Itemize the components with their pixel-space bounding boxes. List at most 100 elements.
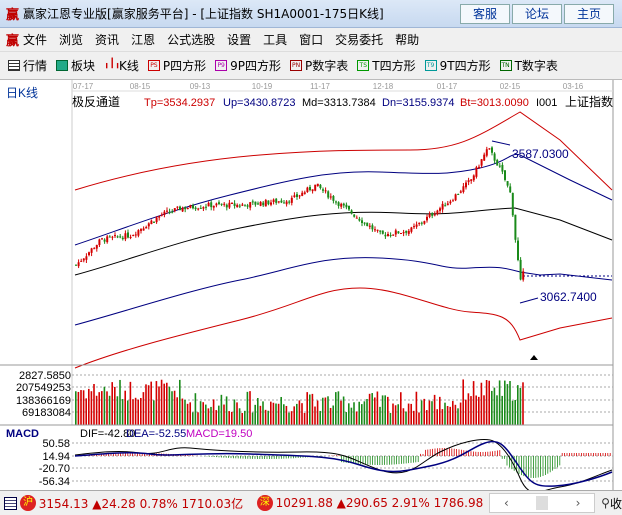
candle xyxy=(470,179,473,181)
candle xyxy=(366,222,369,226)
volume-bar xyxy=(322,397,324,425)
dea-value: DEA=-52.55 xyxy=(126,428,186,440)
scroll-right-icon[interactable]: › xyxy=(575,496,581,510)
shenzhen-index[interactable]: 10291.88 ▲290.65 2.91% 1786.98 xyxy=(275,496,484,510)
calendar-icon[interactable] xyxy=(3,496,18,510)
volume-axis-label: 69183084 xyxy=(22,407,71,419)
scroll-thumb[interactable] xyxy=(536,496,549,510)
volume-bar xyxy=(238,408,241,425)
volume-bar xyxy=(179,379,181,425)
candle xyxy=(176,206,179,208)
9t-square-label: 9T四方形 xyxy=(439,59,491,73)
candle xyxy=(101,238,103,240)
candle xyxy=(98,239,101,246)
sector-label: 板块 xyxy=(71,59,96,73)
menu-formula[interactable]: 公式选股 xyxy=(167,33,216,47)
volume-bar xyxy=(511,400,514,425)
volume-bar xyxy=(160,379,163,425)
volume-bar xyxy=(309,394,311,425)
volume-bar xyxy=(241,412,243,425)
menu-tools[interactable]: 工具 xyxy=(263,33,288,47)
candle xyxy=(85,256,88,260)
kline-chart[interactable]: 日K线 07-17 08-15 09-13 10-19 11-17 12-18 01-17 0… xyxy=(0,80,622,490)
menu-file[interactable]: 文件 xyxy=(23,33,48,47)
quotes-button[interactable]: 行情 xyxy=(8,57,47,74)
candle xyxy=(389,235,392,237)
volume-bar xyxy=(158,386,160,425)
9t-square-button[interactable]: T9 9T四方形 xyxy=(424,57,491,74)
menu-browse[interactable]: 浏览 xyxy=(59,33,84,47)
volume-bar xyxy=(147,385,150,425)
volume-bar xyxy=(340,400,342,425)
volume-bar xyxy=(202,402,204,425)
sector-button[interactable]: 板块 xyxy=(56,57,95,74)
menu-gann[interactable]: 江恩 xyxy=(131,33,156,47)
kline-button[interactable]: ╻┃╻ K线 xyxy=(104,57,139,74)
dn-line xyxy=(74,257,613,326)
volume-bar xyxy=(498,380,501,425)
menu-trade[interactable]: 交易委托 xyxy=(335,33,384,47)
candle xyxy=(361,220,363,223)
candle xyxy=(254,201,257,205)
candle xyxy=(415,224,418,227)
volume-bar xyxy=(303,412,306,425)
menu-settings[interactable]: 设置 xyxy=(227,33,252,47)
volume-bar xyxy=(116,396,119,425)
candle xyxy=(140,229,142,231)
volume-bar xyxy=(491,390,493,425)
homepage-button[interactable]: 主页 xyxy=(564,4,614,24)
candle xyxy=(413,226,415,228)
volume-bar xyxy=(192,412,194,425)
volume-bar xyxy=(267,410,269,425)
candle xyxy=(93,248,96,250)
forum-button[interactable]: 论坛 xyxy=(512,4,562,24)
t-table-button[interactable]: TN T数字表 xyxy=(499,57,558,74)
volume-bar xyxy=(379,406,381,425)
volume-bar xyxy=(415,391,418,425)
shanghai-index[interactable]: 3154.13 ▲24.28 0.78% 1710.03亿 xyxy=(38,496,244,511)
volume-bar xyxy=(332,405,334,425)
candle xyxy=(249,202,252,208)
candle xyxy=(496,159,499,166)
candle xyxy=(405,230,408,233)
candle xyxy=(124,233,127,240)
t-square-button[interactable]: TS T四方形 xyxy=(357,57,416,74)
candle xyxy=(142,228,145,231)
candle xyxy=(114,235,116,237)
9p-square-button[interactable]: P9 9P四方形 xyxy=(215,57,281,74)
candle xyxy=(420,222,423,224)
menu-news[interactable]: 资讯 xyxy=(95,33,120,47)
candle xyxy=(145,227,148,229)
candle xyxy=(454,194,457,201)
candle xyxy=(353,214,356,217)
candle xyxy=(267,200,270,205)
menu-help[interactable]: 帮助 xyxy=(395,33,420,47)
volume-bar xyxy=(444,402,446,425)
candle xyxy=(319,184,322,189)
candle xyxy=(296,194,298,197)
volume-bar xyxy=(231,411,233,425)
menu-window[interactable]: 窗口 xyxy=(299,33,324,47)
date-tick: 02-15 xyxy=(500,82,521,91)
candle xyxy=(509,186,512,193)
candle xyxy=(251,201,254,203)
volume-bar xyxy=(236,402,238,425)
customer-service-button[interactable]: 客服 xyxy=(460,4,510,24)
volume-bar xyxy=(418,412,420,425)
candle xyxy=(431,213,434,216)
date-tick: 09-13 xyxy=(190,82,211,91)
volume-bar xyxy=(257,398,259,425)
candle xyxy=(504,170,506,180)
volume-bar xyxy=(77,391,80,425)
p-table-button[interactable]: PN P数字表 xyxy=(290,57,348,74)
candle xyxy=(485,149,488,156)
scroll-left-icon[interactable]: ‹ xyxy=(503,496,509,510)
candle xyxy=(449,201,452,204)
candle xyxy=(358,218,361,221)
candle xyxy=(324,190,327,192)
bt-line xyxy=(74,287,613,369)
candle xyxy=(75,264,77,266)
horizontal-scrollbar[interactable]: ‹ › xyxy=(489,493,596,513)
candle xyxy=(342,203,345,206)
p-square-button[interactable]: PS P四方形 xyxy=(147,57,206,74)
